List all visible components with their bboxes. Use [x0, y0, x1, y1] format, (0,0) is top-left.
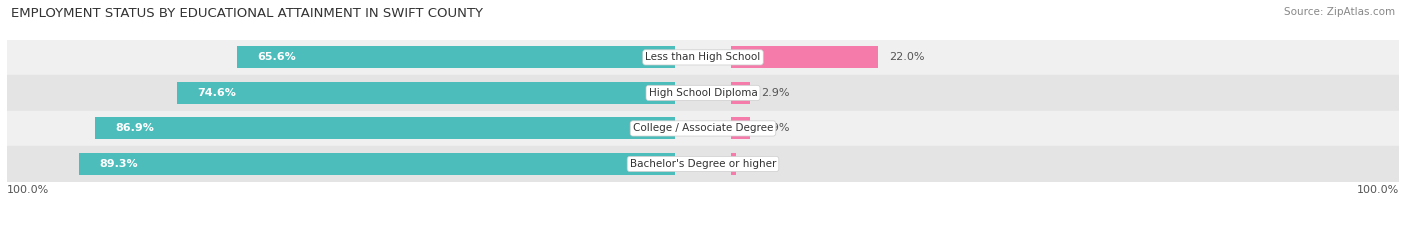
Bar	[94, 117, 675, 140]
Text: 0.8%: 0.8%	[748, 159, 776, 169]
Bar	[731, 82, 751, 104]
Text: 22.0%: 22.0%	[889, 52, 925, 62]
Text: 89.3%: 89.3%	[100, 159, 138, 169]
Bar	[7, 146, 1399, 182]
Bar	[731, 117, 751, 140]
Legend: In Labor Force, Unemployed: In Labor Force, Unemployed	[600, 231, 806, 233]
Bar	[7, 40, 1399, 75]
Text: EMPLOYMENT STATUS BY EDUCATIONAL ATTAINMENT IN SWIFT COUNTY: EMPLOYMENT STATUS BY EDUCATIONAL ATTAINM…	[11, 7, 484, 20]
Text: High School Diploma: High School Diploma	[648, 88, 758, 98]
Bar	[731, 153, 737, 175]
Text: 100.0%: 100.0%	[1357, 185, 1399, 195]
Text: Bachelor's Degree or higher: Bachelor's Degree or higher	[630, 159, 776, 169]
Bar	[7, 75, 1399, 111]
Text: 74.6%: 74.6%	[198, 88, 236, 98]
Bar	[79, 153, 675, 175]
Bar	[7, 111, 1399, 146]
Text: 2.9%: 2.9%	[762, 123, 790, 134]
Bar	[731, 46, 877, 69]
Text: Source: ZipAtlas.com: Source: ZipAtlas.com	[1284, 7, 1395, 17]
Text: 65.6%: 65.6%	[257, 52, 297, 62]
Text: Less than High School: Less than High School	[645, 52, 761, 62]
Text: 2.9%: 2.9%	[762, 88, 790, 98]
Text: 100.0%: 100.0%	[7, 185, 49, 195]
Bar	[236, 46, 675, 69]
Text: 86.9%: 86.9%	[115, 123, 155, 134]
Bar	[177, 82, 675, 104]
Text: College / Associate Degree: College / Associate Degree	[633, 123, 773, 134]
